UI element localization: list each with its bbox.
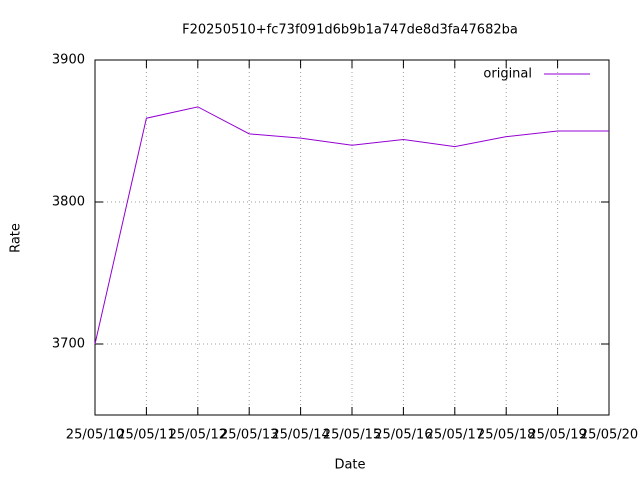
x-tick-label: 25/05/14 xyxy=(271,428,329,443)
y-tick-label: 3700 xyxy=(52,337,85,352)
y-tick-label: 3900 xyxy=(52,53,85,68)
x-tick-label: 25/05/20 xyxy=(580,428,638,443)
data-line xyxy=(94,106,609,345)
x-tick-label: 25/05/10 xyxy=(66,428,124,443)
x-tick-label: 25/05/11 xyxy=(117,428,175,443)
y-axis-label: Rate xyxy=(9,223,24,253)
x-tick-label: 25/05/19 xyxy=(528,428,586,443)
y-tick-label: 3800 xyxy=(52,195,85,210)
x-tick-label: 25/05/16 xyxy=(374,428,432,443)
x-axis-label: Date xyxy=(334,458,365,473)
chart-title: F20250510+fc73f091d6b9b1a747de8d3fa47682… xyxy=(182,23,518,38)
x-tick-label: 25/05/15 xyxy=(323,428,381,443)
legend-label: original xyxy=(483,67,532,82)
x-tick-label: 25/05/18 xyxy=(477,428,535,443)
x-tick-label: 25/05/12 xyxy=(169,428,227,443)
x-tick-label: 25/05/13 xyxy=(220,428,278,443)
plot-frame xyxy=(94,59,610,416)
x-tick-label: 25/05/17 xyxy=(426,428,484,443)
